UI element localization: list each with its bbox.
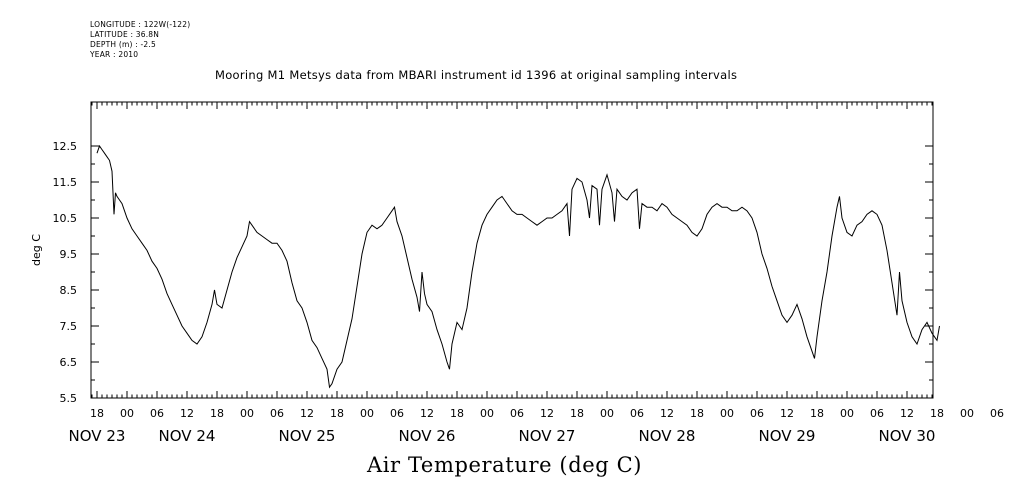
date-label: NOV 27 (519, 427, 576, 445)
x-tick-label: 18 (450, 407, 464, 420)
latitude-text: LATITUDE : 36.8N (90, 30, 160, 39)
x-tick-label: 12 (900, 407, 914, 420)
x-tick-label: 00 (720, 407, 734, 420)
x-tick-label: 06 (870, 407, 884, 420)
x-tick-label: 12 (420, 407, 434, 420)
x-tick-label: 00 (600, 407, 614, 420)
axis-ticks (91, 102, 933, 399)
x-tick-label: 06 (750, 407, 764, 420)
x-tick-label: 18 (330, 407, 344, 420)
metadata-block: LONGITUDE : 122W(-122) LATITUDE : 36.8N … (90, 20, 190, 60)
x-tick-label: 12 (540, 407, 554, 420)
chart-title: Mooring M1 Metsys data from MBARI instru… (215, 68, 738, 82)
y-axis-label: deg C (30, 234, 43, 266)
x-tick-label: 18 (210, 407, 224, 420)
depth-text: DEPTH (m) : -2.5 (90, 40, 156, 49)
x-tick-label: 12 (300, 407, 314, 420)
x-tick-label: 12 (780, 407, 794, 420)
y-tick-labels: 5.5 6.5 7.5 8.5 9.5 10.5 11.5 12.5 (53, 140, 78, 405)
date-label: NOV 23 (69, 427, 126, 445)
year-text: YEAR : 2010 (90, 50, 139, 59)
x-tick-label: 18 (810, 407, 824, 420)
y-tick-label: 6.5 (60, 356, 78, 369)
series-line (96, 144, 940, 389)
y-tick-label: 10.5 (53, 212, 78, 225)
footer-title: Air Temperature (deg C) (366, 453, 643, 477)
y-tick-label: 7.5 (60, 320, 78, 333)
date-label: NOV 25 (279, 427, 336, 445)
x-tick-label: 00 (840, 407, 854, 420)
x-tick-label: 12 (180, 407, 194, 420)
plot-frame (90, 101, 934, 399)
y-tick-label: 5.5 (60, 392, 78, 405)
x-tick-label: 06 (510, 407, 524, 420)
date-labels: NOV 23 NOV 24 NOV 25 NOV 26 NOV 27 NOV 28 NOV … (69, 427, 936, 445)
y-tick-label: 11.5 (53, 176, 78, 189)
x-tick-label: 00 (240, 407, 254, 420)
y-tick-label: 12.5 (53, 140, 78, 153)
x-tick-label: 06 (990, 407, 1004, 420)
x-tick-label: 00 (360, 407, 374, 420)
x-tick-label: 00 (120, 407, 134, 420)
x-tick-label: 18 (690, 407, 704, 420)
date-label: NOV 26 (399, 427, 456, 445)
x-tick-label: 18 (930, 407, 944, 420)
x-tick-label: 00 (480, 407, 494, 420)
date-label: NOV 30 (879, 427, 936, 445)
longitude-text: LONGITUDE : 122W(-122) (90, 20, 191, 29)
x-tick-label: 00 (960, 407, 974, 420)
date-label: NOV 24 (159, 427, 216, 445)
x-tick-label: 18 (90, 407, 104, 420)
x-tick-label: 06 (270, 407, 284, 420)
y-tick-label: 8.5 (60, 284, 78, 297)
date-label: NOV 28 (639, 427, 696, 445)
date-label: NOV 29 (759, 427, 816, 445)
x-tick-label: 12 (660, 407, 674, 420)
x-tick-label: 18 (570, 407, 584, 420)
x-tick-label: 06 (630, 407, 644, 420)
y-tick-label: 9.5 (60, 248, 78, 261)
x-tick-labels: 18 00 06 12 18 00 06 12 18 00 06 12 18 00 06 12 18 00 06 12… (90, 407, 1004, 420)
x-tick-label: 06 (390, 407, 404, 420)
x-tick-label: 06 (150, 407, 164, 420)
